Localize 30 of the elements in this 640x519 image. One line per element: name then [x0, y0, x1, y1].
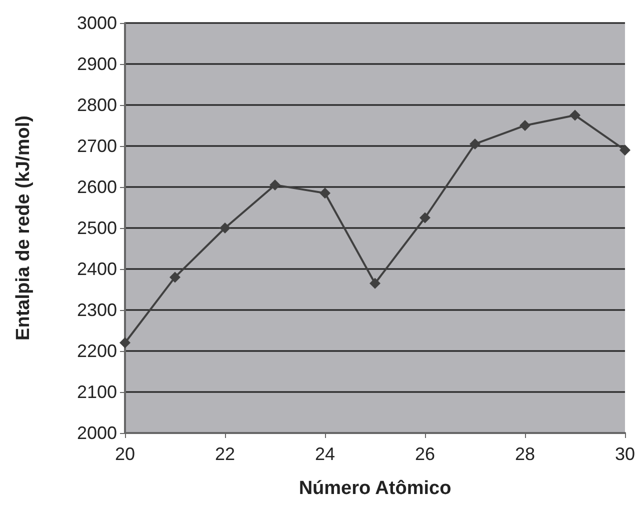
point	[170, 272, 180, 283]
x-tick-label: 30	[614, 444, 636, 464]
x-axis-title: Número Atômico	[298, 478, 452, 499]
y-tick-label: 2800	[76, 95, 117, 115]
point	[320, 188, 330, 199]
point	[420, 212, 430, 224]
point	[470, 138, 480, 150]
y-axis-title: Entalpia de rede (kJ/mol)	[13, 116, 34, 340]
y-tick-label: 2400	[76, 259, 117, 279]
y-tick-label: 2200	[76, 341, 117, 361]
point	[620, 144, 630, 156]
point	[270, 179, 280, 190]
y-tick-label: 2000	[76, 423, 117, 443]
y-tick-label: 2500	[76, 218, 117, 238]
x-tick-label: 20	[114, 444, 136, 464]
x-tick-label: 22	[214, 444, 236, 464]
point	[120, 337, 130, 348]
point	[520, 120, 530, 131]
point	[370, 278, 380, 289]
x-tick-label: 26	[414, 444, 436, 464]
x-tick-label: 28	[514, 444, 536, 464]
point	[220, 222, 230, 234]
y-tick-label: 2600	[76, 177, 117, 197]
y-tick-label: 2900	[76, 54, 117, 74]
y-tick-label: 2300	[76, 300, 117, 320]
y-tick-label: 3000	[76, 13, 117, 33]
y-tick-label: 2700	[76, 136, 117, 156]
point	[570, 110, 580, 121]
y-tick-label: 2100	[76, 382, 117, 402]
x-tick-label: 24	[314, 444, 336, 464]
